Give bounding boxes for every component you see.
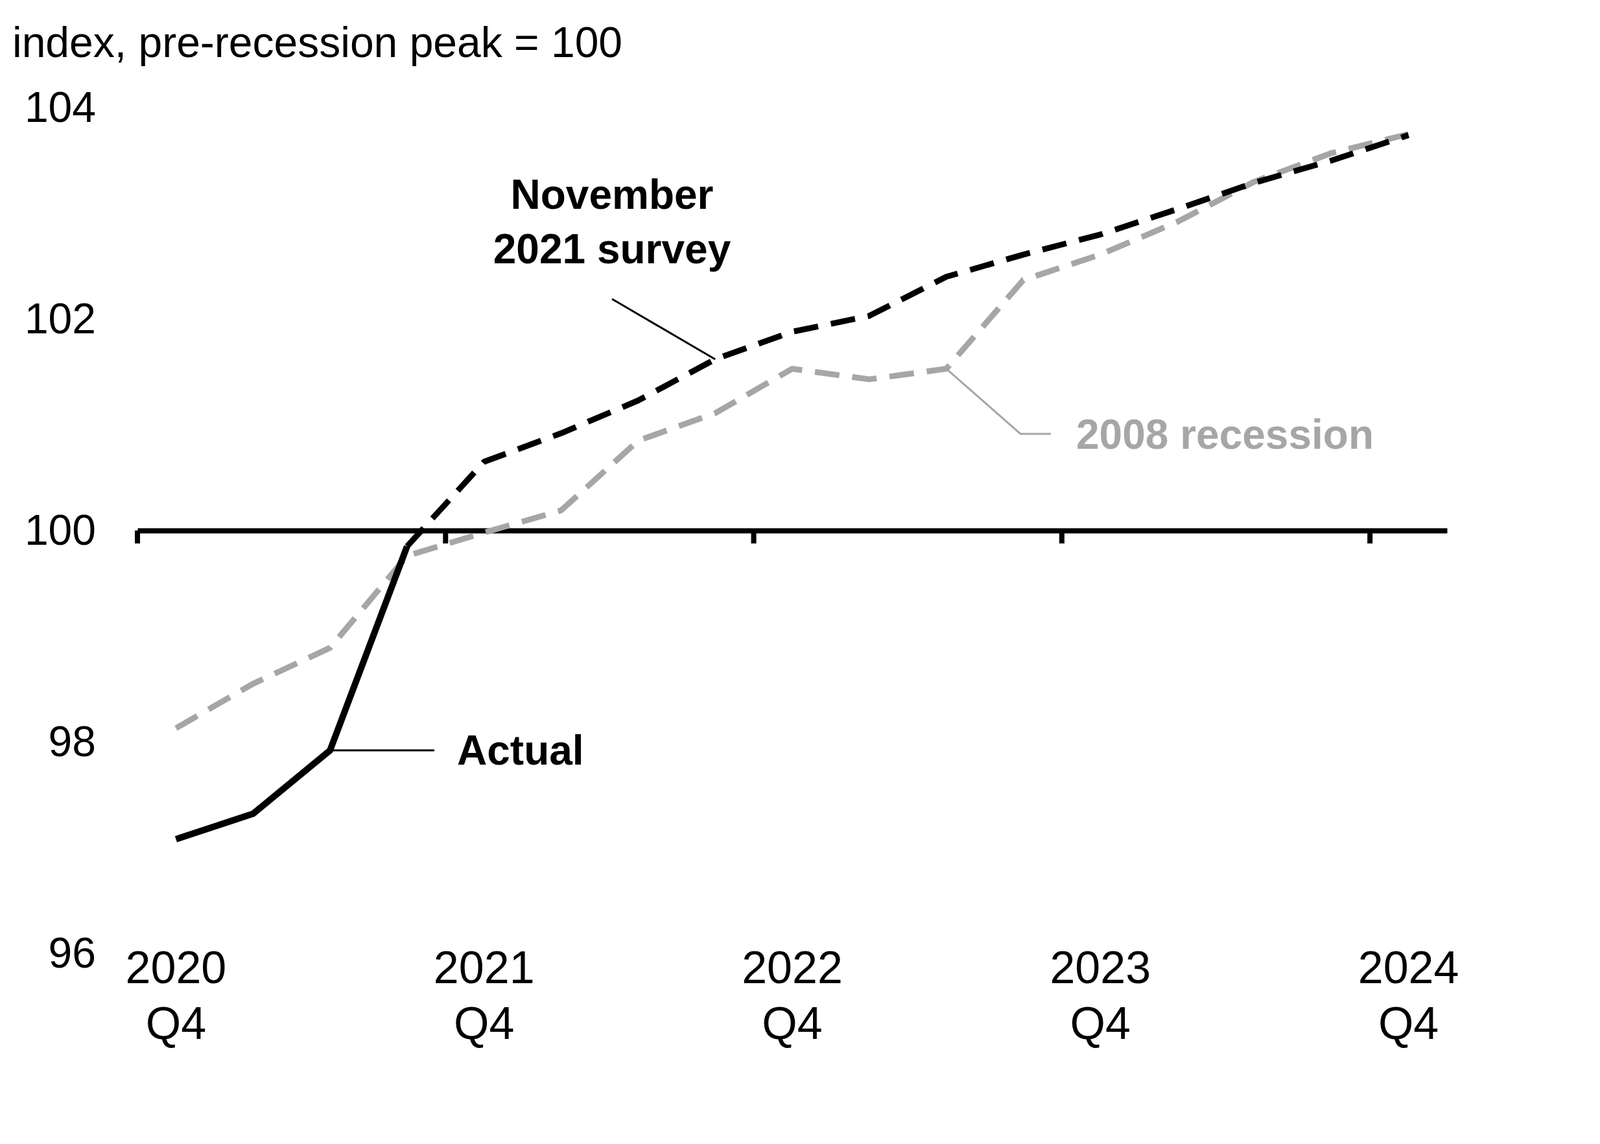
y-tick: 100 <box>24 505 138 554</box>
chart-svg: index, pre-recession peak = 100 96 98 100 10… <box>0 0 1600 1144</box>
x-tick: 2021Q4 <box>433 530 535 1049</box>
x-tick-label-line: 2021 <box>433 941 535 993</box>
x-tick-label-line: Q4 <box>145 997 207 1049</box>
y-tick-label: 96 <box>48 928 96 977</box>
series-label: November 2021 survey <box>493 171 732 273</box>
series-label-line: Actual <box>457 726 585 774</box>
x-tick-label: 2023Q4 <box>1049 941 1151 1049</box>
x-tick: 2024Q4 <box>1358 530 1460 1049</box>
series-label-line: 2008 recession <box>1076 411 1374 458</box>
y-axis-line <box>137 108 139 954</box>
y-tick: 102 <box>24 294 138 343</box>
x-tick: 2023Q4 <box>1049 530 1151 1049</box>
x-axis-line <box>138 528 1448 534</box>
x-tick-label-line: Q4 <box>453 997 515 1049</box>
series-label: 2008 recession <box>1076 411 1374 458</box>
y-tick-label: 100 <box>24 505 96 554</box>
y-tick: 98 <box>48 717 138 765</box>
annotations: Actual November 2021 survey 2008 recession <box>329 171 1374 774</box>
lines <box>175 134 1409 839</box>
leader-line <box>611 298 716 360</box>
chart-container: index, pre-recession peak = 100 96 98 100 10… <box>0 0 1600 1144</box>
x-tick-label: 2024Q4 <box>1358 941 1460 1049</box>
x-tick-label-line: 2024 <box>1358 941 1460 993</box>
x-tick-label-line: Q4 <box>761 997 823 1049</box>
y-tick-label: 102 <box>24 294 96 343</box>
y-tick: 104 <box>24 82 138 131</box>
series-label-line: 2021 survey <box>493 225 732 273</box>
y-axis: 96 98 100 102 104 <box>24 82 139 977</box>
x-tick: 2020Q4 <box>125 530 227 1049</box>
x-tick: 2022Q4 <box>741 530 843 1049</box>
x-tick-mark <box>1367 530 1373 544</box>
leader-line <box>329 749 435 752</box>
y-tick-label: 104 <box>24 82 96 131</box>
x-tick-mark <box>134 530 141 544</box>
x-tick-label-line: 2020 <box>125 941 227 993</box>
series-line <box>407 134 1409 546</box>
x-tick-label-line: 2023 <box>1049 941 1151 993</box>
series-label-line: November <box>510 171 714 218</box>
y-tick: 96 <box>48 928 138 977</box>
leader-line <box>946 368 1051 434</box>
x-tick-label-line: Q4 <box>1070 997 1131 1049</box>
x-axis: 2020Q42021Q42022Q42023Q42024Q4 <box>125 530 1460 1049</box>
series-line <box>175 134 1409 729</box>
x-tick-label: 2020Q4 <box>125 941 227 1049</box>
x-tick-mark <box>751 530 757 544</box>
y-axis-title: index, pre-recession peak = 100 <box>12 18 623 67</box>
series-label: Actual <box>457 726 585 774</box>
x-tick-label-line: Q4 <box>1378 997 1439 1049</box>
x-tick-label-line: 2022 <box>741 941 843 993</box>
series-line <box>175 545 407 839</box>
x-tick-mark <box>442 530 448 544</box>
x-tick-mark <box>1059 530 1065 544</box>
x-tick-label: 2022Q4 <box>741 941 843 1049</box>
x-tick-label: 2021Q4 <box>433 941 535 1049</box>
y-tick-label: 98 <box>48 717 96 765</box>
